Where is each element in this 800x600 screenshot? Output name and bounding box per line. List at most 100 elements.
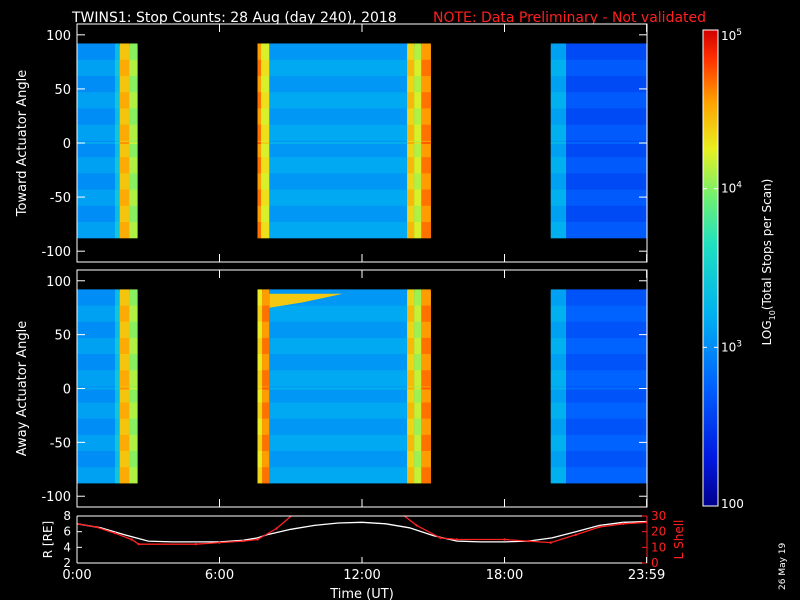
heatmap-cell [407, 321, 415, 338]
heatmap-cell [129, 173, 138, 190]
heatmap-cell [550, 337, 567, 355]
right-axis-label: L Shell [672, 520, 686, 560]
zero-angle-band [115, 142, 120, 144]
heatmap-cell [269, 108, 408, 125]
heatmap-cell [421, 354, 431, 371]
right-tick-label: 30 [651, 509, 666, 523]
zero-angle-band [421, 142, 431, 144]
heatmap-cell [129, 221, 138, 239]
heatmap-cell [269, 75, 408, 93]
heatmap-cell [262, 354, 270, 371]
heatmap-cell [269, 59, 408, 76]
lshell-point [439, 536, 442, 540]
heatmap-cell [269, 43, 408, 60]
heatmap-cell [407, 59, 415, 76]
heatmap-cell [129, 75, 138, 93]
heatmap-cell [566, 386, 647, 403]
zero-angle-band [414, 387, 422, 390]
y-tick-label: 50 [54, 83, 71, 98]
heatmap-cell [77, 402, 115, 419]
y-axis-label: Toward Actuator Angle [15, 70, 30, 217]
heatmap-cell [262, 321, 270, 338]
heatmap-cell [566, 75, 647, 93]
heatmap-cell [115, 289, 120, 306]
lshell-point [385, 509, 387, 511]
x-tick-label: 23:59 [628, 568, 665, 583]
heatmap-cell [269, 157, 408, 174]
heatmap-cell [414, 386, 422, 403]
colorbar-tick-label: 104 [721, 181, 742, 196]
heatmap-cell [261, 92, 270, 109]
left-tick-label: 6 [63, 525, 71, 539]
y-axis-label: Away Actuator Angle [15, 321, 30, 456]
lshell-point [455, 538, 459, 541]
heatmap-cell [77, 59, 115, 76]
heatmap-cell [119, 43, 130, 60]
heatmap-cell [115, 305, 120, 322]
heatmap-cell [119, 189, 130, 206]
left-tick-label: 2 [63, 556, 71, 570]
heatmap-cell [119, 173, 130, 190]
heatmap-cell [119, 221, 130, 239]
heatmap-cell [421, 59, 431, 76]
heatmap-cell [129, 189, 138, 206]
heatmap-cell [257, 205, 262, 222]
heatmap-cell [566, 305, 647, 322]
y-tick-label: -50 [50, 436, 71, 451]
heatmap-cell [129, 434, 138, 451]
heatmap-cell [414, 321, 422, 338]
heatmap-cell [421, 418, 431, 435]
y-tick-label: 100 [46, 275, 71, 290]
heatmap-cell [257, 75, 262, 93]
radius-series-line [77, 520, 647, 543]
heatmap-cell [119, 108, 130, 125]
heatmap-cell [262, 450, 270, 468]
heatmap-cell [257, 43, 262, 60]
heatmap-cell [414, 92, 422, 109]
heatmap-cell [257, 173, 262, 190]
heatmap-cell [414, 467, 422, 484]
heatmap-cell [566, 450, 647, 468]
heatmap-cell [269, 305, 408, 322]
y-tick-label: -100 [41, 245, 71, 260]
heatmap-cell [119, 450, 130, 468]
heatmap-cell [77, 205, 115, 222]
lshell-point [94, 525, 98, 529]
heatmap-cell [421, 434, 431, 451]
heatmap-cell [77, 75, 115, 93]
heatmap-cell [261, 221, 270, 239]
heatmap-cell [119, 140, 130, 158]
heatmap-cell [269, 386, 408, 403]
heatmap-cell [414, 289, 422, 306]
high-count-streak [269, 293, 343, 308]
heatmap-cell [550, 157, 567, 174]
zero-angle-band [269, 142, 408, 144]
heatmap-cell [115, 43, 120, 60]
heatmap-cell [414, 124, 422, 141]
left-axis-label: R [RE] [41, 521, 55, 558]
heatmap-cell [269, 221, 408, 239]
chart-title: TWINS1: Stop Counts: 28 Aug (day 240), 2… [71, 10, 397, 26]
heatmap-cell [129, 321, 138, 338]
heatmap-cell [115, 434, 120, 451]
heatmap-cell [414, 337, 422, 355]
lshell-point [415, 524, 418, 527]
heatmap-cell [407, 402, 415, 419]
heatmap-cell [115, 370, 120, 387]
heatmap-cell [261, 140, 270, 158]
heatmap-cell [407, 221, 415, 239]
heatmap-cell [414, 418, 422, 435]
heatmap-cell [269, 370, 408, 387]
heatmap-cell [261, 157, 270, 174]
lshell-point [137, 543, 140, 546]
heatmap-cell [421, 221, 431, 239]
lshell-point [275, 527, 278, 530]
x-tick-label: 12:00 [343, 568, 380, 583]
heatmap-cell [269, 189, 408, 206]
heatmap-cell [77, 140, 115, 158]
heatmap-cell [115, 140, 120, 158]
x-tick-label: 0:00 [62, 568, 91, 583]
heatmap-cell [257, 59, 262, 76]
zero-angle-band [421, 387, 431, 390]
